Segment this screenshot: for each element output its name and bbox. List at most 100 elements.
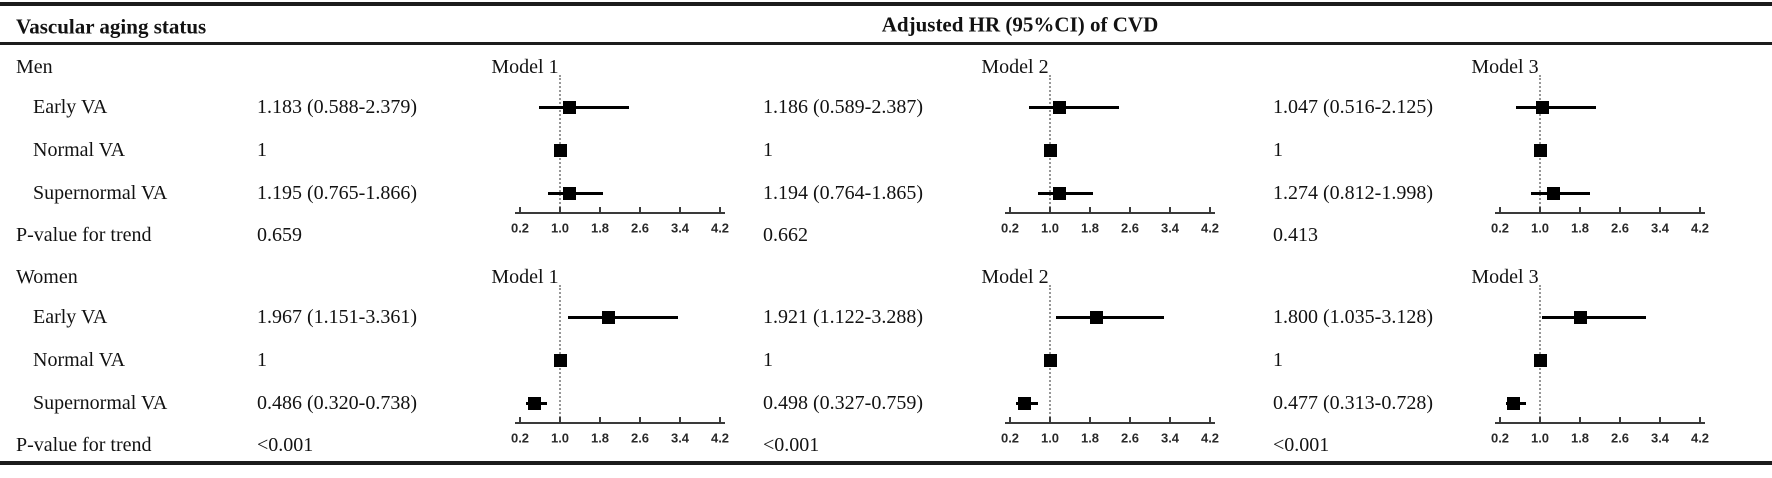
- group-label: Men: [16, 56, 53, 78]
- forest-marker: [1052, 100, 1066, 114]
- forest-marker: [1053, 186, 1067, 200]
- axis-line: [1495, 422, 1705, 424]
- axis-tick: [1209, 207, 1211, 212]
- axis-tick: [1089, 207, 1091, 212]
- hr-ci-value: 1.047 (0.516-2.125): [1273, 96, 1433, 118]
- hr-ci-value: 1: [763, 349, 773, 371]
- row-label: Normal VA: [33, 139, 126, 161]
- axis-tick-label: 2.6: [1610, 430, 1630, 446]
- p-trend-value: <0.001: [257, 434, 314, 456]
- hr-ci-value: 1.921 (1.122-3.288): [763, 306, 923, 328]
- axis-tick: [519, 417, 521, 422]
- forest-marker: [1547, 186, 1561, 200]
- axis-line: [515, 212, 725, 214]
- p-trend-label: P-value for trend: [16, 434, 152, 456]
- ci-whisker: [1056, 315, 1165, 319]
- group-label: Women: [16, 266, 78, 288]
- axis-tick: [719, 207, 721, 212]
- hr-ci-value: 0.477 (0.313-0.728): [1273, 392, 1433, 414]
- axis-tick-label: 3.4: [1650, 220, 1670, 236]
- axis-tick: [639, 417, 641, 422]
- ci-whisker: [567, 315, 679, 319]
- forest-marker: [1089, 310, 1103, 324]
- axis-tick: [1699, 417, 1701, 422]
- axis-line: [1005, 212, 1215, 214]
- axis-tick: [1169, 207, 1171, 212]
- ci-whisker: [1541, 315, 1647, 319]
- p-trend-label: P-value for trend: [16, 224, 152, 246]
- axis-tick: [1499, 207, 1501, 212]
- axis-tick: [1129, 207, 1131, 212]
- forest-marker: [553, 353, 567, 367]
- axis-tick-label: 1.8: [1080, 430, 1100, 446]
- hr-ci-value: 1: [257, 349, 267, 371]
- axis-line: [1005, 422, 1215, 424]
- axis-tick: [599, 207, 601, 212]
- hr-ci-value: 1.195 (0.765-1.866): [257, 182, 417, 204]
- axis-tick-label: 1.0: [550, 430, 570, 446]
- axis-tick: [1089, 417, 1091, 422]
- axis-tick: [1049, 207, 1051, 212]
- axis-tick-label: 1.8: [1080, 220, 1100, 236]
- axis-tick-label: 2.6: [1610, 220, 1630, 236]
- p-trend-value: 0.413: [1273, 224, 1318, 246]
- axis-tick-label: 0.2: [510, 430, 530, 446]
- axis-tick-label: 3.4: [1650, 430, 1670, 446]
- hr-ci-value: 1: [763, 139, 773, 161]
- axis-tick-label: 2.6: [630, 430, 650, 446]
- model-header: Model 2: [981, 56, 1049, 78]
- axis-tick: [1579, 207, 1581, 212]
- p-trend-value: 0.662: [763, 224, 808, 246]
- axis-tick: [1539, 207, 1541, 212]
- axis-tick-label: 1.8: [1570, 430, 1590, 446]
- hr-ci-value: 1.967 (1.151-3.361): [257, 306, 417, 328]
- axis-tick-label: 0.2: [1490, 430, 1510, 446]
- axis-tick-label: 4.2: [710, 220, 730, 236]
- axis-tick-label: 0.2: [1490, 220, 1510, 236]
- axis-tick: [519, 207, 521, 212]
- axis-tick: [719, 417, 721, 422]
- axis-tick-label: 1.0: [1530, 220, 1550, 236]
- axis-tick: [1579, 417, 1581, 422]
- axis-tick-label: 1.0: [1040, 220, 1060, 236]
- axis-tick-label: 2.6: [1120, 220, 1140, 236]
- axis-tick-label: 1.8: [590, 220, 610, 236]
- axis-tick-label: 2.6: [1120, 430, 1140, 446]
- hr-ci-value: 1.194 (0.764-1.865): [763, 182, 923, 204]
- row-label: Normal VA: [33, 349, 126, 371]
- column-header-right: Adjusted HR (95%CI) of CVD: [881, 12, 1159, 37]
- axis-tick-label: 1.0: [1530, 430, 1550, 446]
- forest-marker: [1573, 310, 1587, 324]
- forest-marker: [601, 310, 615, 324]
- axis-tick: [559, 417, 561, 422]
- forest-marker: [562, 100, 576, 114]
- axis-tick: [1659, 417, 1661, 422]
- forest-marker: [1535, 100, 1549, 114]
- axis-line: [515, 422, 725, 424]
- axis-line: [1495, 212, 1705, 214]
- forest-marker: [1533, 143, 1547, 157]
- axis-tick-label: 1.8: [590, 430, 610, 446]
- axis-tick: [1659, 207, 1661, 212]
- axis-tick: [1619, 417, 1621, 422]
- hr-ci-value: 1.274 (0.812-1.998): [1273, 182, 1433, 204]
- bottom-rule: [0, 461, 1772, 465]
- ci-whisker: [1029, 105, 1120, 109]
- row-label: Supernormal VA: [33, 182, 168, 204]
- hr-ci-value: 1.186 (0.589-2.387): [763, 96, 923, 118]
- axis-tick-label: 3.4: [670, 220, 690, 236]
- row-label: Early VA: [33, 96, 108, 118]
- axis-tick-label: 4.2: [1200, 220, 1220, 236]
- axis-tick-label: 0.2: [1000, 430, 1020, 446]
- hr-ci-value: 1.800 (1.035-3.128): [1273, 306, 1433, 328]
- axis-tick: [679, 207, 681, 212]
- axis-tick: [1009, 417, 1011, 422]
- axis-tick: [639, 207, 641, 212]
- hr-ci-value: 1: [257, 139, 267, 161]
- p-trend-value: <0.001: [763, 434, 820, 456]
- axis-tick: [679, 417, 681, 422]
- column-header-left: Vascular aging status: [16, 14, 207, 39]
- axis-tick-label: 4.2: [1690, 220, 1710, 236]
- axis-tick: [1049, 417, 1051, 422]
